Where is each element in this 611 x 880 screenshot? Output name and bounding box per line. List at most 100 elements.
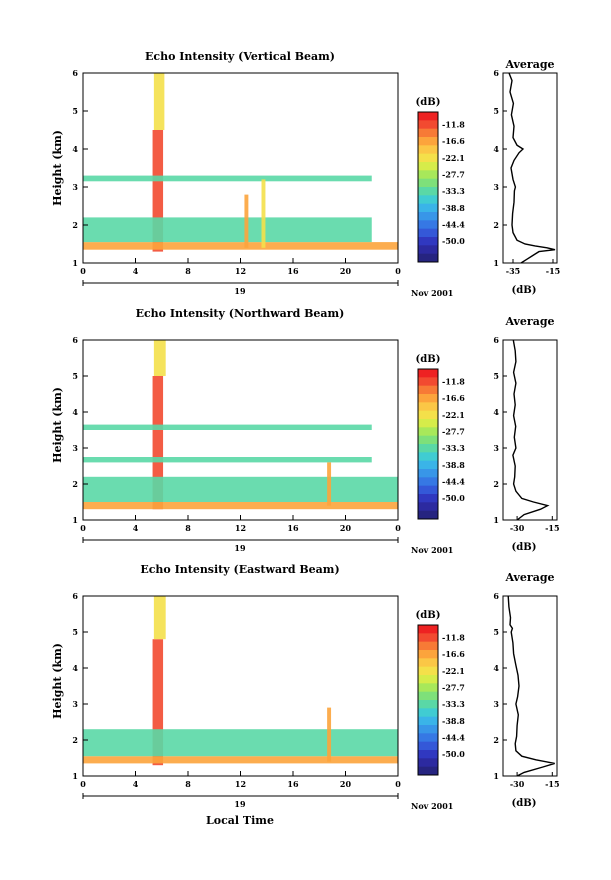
x-tick-label: 16 — [287, 779, 299, 789]
colorbar-swatch — [418, 700, 438, 709]
y-tick-label: 1 — [72, 515, 78, 525]
y-tick-label: 6 — [72, 68, 78, 78]
x-tick-label: 4 — [133, 266, 139, 276]
colorbar-swatch — [418, 195, 438, 205]
colorbar-swatch — [418, 402, 438, 412]
colorbar-swatch — [418, 253, 438, 263]
colorbar-3-unit: (dB) — [416, 610, 441, 621]
x-tick-label: 12 — [235, 779, 246, 789]
avg-y-tick-label: 1 — [493, 771, 499, 781]
colorbar-swatch — [418, 220, 438, 230]
colorbar-swatch — [418, 112, 438, 121]
avg-profile-line — [512, 339, 550, 521]
panel-3-heatmap — [83, 596, 398, 766]
avg-2-title: Average — [504, 315, 554, 328]
panel-2-date-label: 19 — [234, 543, 246, 553]
avg-y-tick-label: 5 — [493, 106, 499, 116]
heatmap-cell — [83, 175, 372, 182]
colorbar-label: -50.0 — [442, 749, 465, 759]
colorbar-swatch — [418, 758, 438, 768]
colorbar-label: -50.0 — [442, 493, 465, 503]
heatmap-cell — [83, 502, 398, 510]
avg-x-tick-label: -30 — [510, 779, 525, 789]
x-tick-label: 0 — [80, 266, 86, 276]
y-tick-label: 3 — [72, 443, 78, 453]
colorbar-swatch — [418, 427, 438, 437]
y-tick-label: 3 — [72, 699, 78, 709]
y-tick-label: 6 — [72, 335, 78, 345]
heatmap-cell — [152, 639, 164, 766]
avg-profile-line — [507, 595, 555, 777]
colorbar-swatch — [418, 228, 438, 238]
colorbar-swatch — [418, 245, 438, 255]
colorbar-swatch — [418, 510, 438, 520]
avg-3-title: Average — [504, 571, 554, 584]
x-tick-label: 16 — [287, 523, 299, 533]
heatmap-cell — [83, 424, 372, 430]
avg-x-tick-label: -30 — [510, 523, 525, 533]
colorbar-label: -33.3 — [442, 186, 465, 196]
x-tick-label: 20 — [340, 523, 352, 533]
colorbar-swatch — [418, 394, 438, 403]
avg-y-tick-label: 4 — [493, 144, 499, 154]
colorbar-label: -22.1 — [442, 410, 465, 420]
x-tick-label: 16 — [287, 266, 299, 276]
colorbar-swatch — [418, 733, 438, 743]
panel-1-date-label: 19 — [234, 286, 246, 296]
y-tick-label: 5 — [72, 106, 78, 116]
colorbar-swatch — [418, 725, 438, 734]
colorbar-swatch — [418, 666, 438, 676]
y-tick-label: 5 — [72, 627, 78, 637]
colorbar-swatch — [418, 494, 438, 503]
panel-2-month-label: Nov 2001 — [411, 545, 453, 555]
avg-frame — [502, 339, 558, 521]
avg-y-tick-label: 1 — [493, 515, 499, 525]
colorbar-label: -38.8 — [442, 203, 465, 213]
colorbar-swatch — [418, 683, 438, 693]
colorbar-swatch — [418, 708, 438, 718]
y-tick-label: 5 — [72, 371, 78, 381]
panel-2-title: Echo Intensity (Northward Beam) — [136, 307, 345, 320]
x-tick-label: 8 — [185, 266, 191, 276]
colorbar-frame — [417, 111, 439, 263]
heatmap-cell — [83, 476, 398, 502]
heatmap-cell — [327, 462, 332, 506]
panel-3-date-label: 19 — [234, 799, 246, 809]
colorbar-1: -11.8 -16.6 -22.1 -27.7 -33.3 -38.8 -44.4 -50.0 — [417, 111, 465, 263]
y-tick-label: 2 — [72, 479, 78, 489]
colorbar-swatch — [418, 369, 438, 378]
y-tick-label: 3 — [72, 182, 78, 192]
colorbar-label: -33.3 — [442, 699, 465, 709]
colorbar-swatch — [418, 675, 438, 684]
heatmap-cell — [83, 217, 372, 243]
avg-y-tick-label: 3 — [493, 182, 499, 192]
avg-frame — [502, 72, 558, 264]
avg-y-tick-label: 6 — [493, 68, 499, 78]
avg-x-tick-label: -15 — [546, 266, 560, 276]
colorbar-swatch — [418, 419, 438, 428]
heatmap-cell — [83, 729, 398, 757]
colorbar-swatch — [418, 766, 438, 776]
y-tick-label: 1 — [72, 258, 78, 268]
y-tick-label: 4 — [72, 144, 78, 154]
colorbar-swatch — [418, 641, 438, 651]
panel-3-ylabel: Height (km) — [51, 643, 64, 719]
colorbar-label: -33.3 — [442, 443, 465, 453]
avg-y-tick-label: 5 — [493, 627, 499, 637]
colorbar-swatch — [418, 178, 438, 188]
colorbar-swatch — [418, 162, 438, 171]
colorbar-label: -16.6 — [442, 393, 465, 403]
avg-x-tick-label: -15 — [545, 523, 559, 533]
colorbar-swatch — [418, 187, 438, 196]
colorbar-swatch — [418, 120, 438, 130]
panel-2-heatmap — [83, 340, 398, 510]
y-tick-label: 4 — [72, 663, 78, 673]
colorbar-label: -38.8 — [442, 716, 465, 726]
colorbar-label: -16.6 — [442, 649, 465, 659]
x-tick-label: 4 — [133, 779, 139, 789]
colorbar-swatch — [418, 452, 438, 462]
colorbar-1-unit: (dB) — [416, 97, 441, 108]
colorbar-label: -11.8 — [442, 633, 465, 643]
